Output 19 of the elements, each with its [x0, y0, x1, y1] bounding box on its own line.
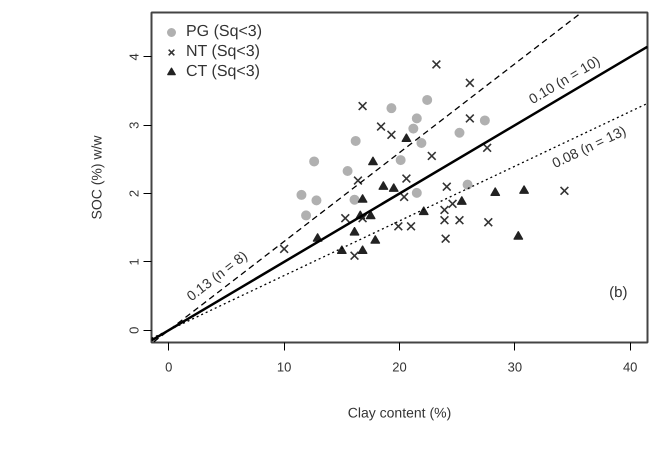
annotation: 0.10 (n = 10): [526, 52, 603, 107]
x-axis-title: Clay content (%): [348, 404, 452, 420]
legend-label: CT (Sq<3): [186, 63, 260, 81]
x-tick-label: 0: [165, 360, 172, 374]
y-axis-title: SOC (%) w/w: [88, 134, 104, 220]
y-tick-label: 0: [126, 326, 142, 334]
x-tick-label: 40: [622, 360, 638, 374]
y-tick-label: 1: [126, 258, 142, 266]
y-tick-label: 4: [126, 53, 142, 61]
x-tick-label: 30: [508, 360, 522, 374]
x-tick-label: 20: [392, 360, 407, 374]
annotation: (b): [609, 284, 628, 301]
annotation: 0.13 (n = 8): [183, 247, 250, 304]
x-tick-label: 10: [276, 360, 292, 374]
legend-label: PG (Sq<3): [186, 23, 262, 41]
y-tick-label: 2: [126, 190, 142, 198]
legend-label: NT (Sq<3): [186, 43, 260, 61]
annotation: 0.08 (n = 13): [549, 122, 628, 171]
y-tick-label: 3: [126, 122, 142, 129]
